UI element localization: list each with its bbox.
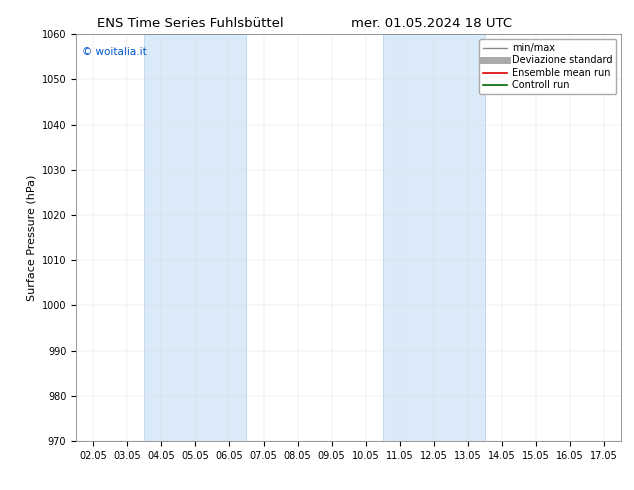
Text: © woitalia.it: © woitalia.it — [82, 47, 146, 56]
Legend: min/max, Deviazione standard, Ensemble mean run, Controll run: min/max, Deviazione standard, Ensemble m… — [479, 39, 616, 94]
Bar — [383, 34, 485, 441]
Bar — [144, 34, 247, 441]
Y-axis label: Surface Pressure (hPa): Surface Pressure (hPa) — [26, 174, 36, 301]
Text: mer. 01.05.2024 18 UTC: mer. 01.05.2024 18 UTC — [351, 17, 512, 30]
Text: ENS Time Series Fuhlsbüttel: ENS Time Series Fuhlsbüttel — [97, 17, 283, 30]
